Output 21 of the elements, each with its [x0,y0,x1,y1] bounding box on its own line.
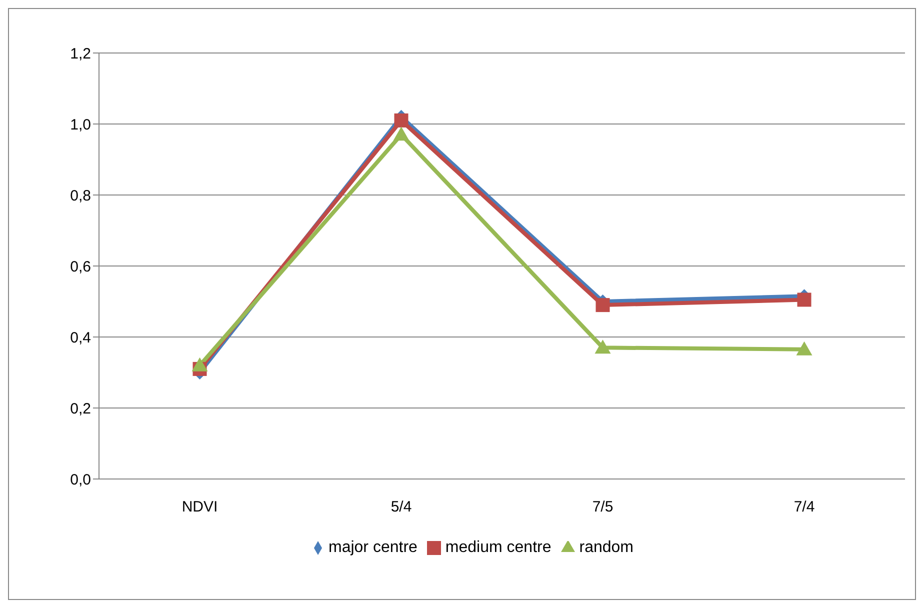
y-tick-label: 0,6 [70,258,91,276]
legend-label: random [579,539,634,556]
point [797,292,812,307]
y-tick-label: 0,4 [70,329,91,346]
x-tick-label: NDVI [182,498,218,516]
y-tick-label: 0,0 [70,471,91,488]
legend-label: major centre [328,539,418,556]
y-tick-label: 0,2 [70,400,91,418]
x-tick-label: 5/4 [390,498,412,516]
legend-label: medium centre [445,539,552,556]
point [393,126,410,141]
point [192,357,208,372]
y-tick-label: 0,8 [70,187,91,204]
point [594,340,611,354]
y-tick-label: 1,0 [70,116,91,134]
y-tick-label: 1,2 [70,45,91,62]
point [394,113,408,128]
point [796,341,812,356]
x-tick-label: 7/5 [592,498,614,516]
x-tick-label: 7/4 [794,498,815,516]
point [596,298,610,312]
